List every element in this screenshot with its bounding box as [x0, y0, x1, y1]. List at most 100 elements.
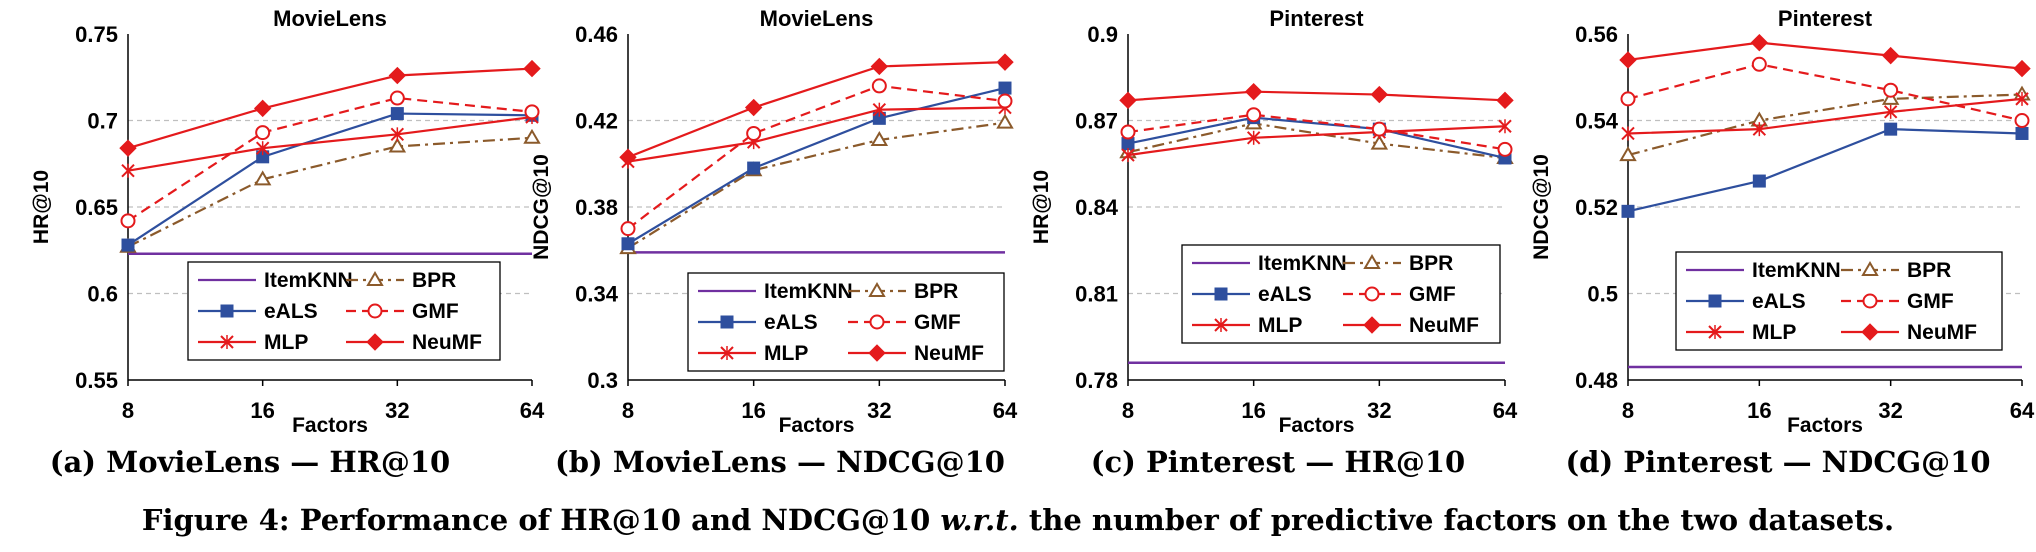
x-tick-label: 64	[993, 398, 1018, 423]
legend-marker-gmf	[869, 314, 885, 330]
data-point-mlp	[1752, 122, 1767, 137]
x-tick-label: 32	[1878, 398, 1902, 423]
figure-caption-suffix: the number of predictive factors on the …	[1019, 503, 1894, 537]
series-line-eals	[127, 112, 533, 246]
subcaption-2: (b) MovieLens — NDCG@10	[555, 445, 1005, 479]
data-point-neumf	[523, 59, 541, 78]
y-tick-label: 0.9	[1087, 22, 1118, 47]
y-tick-label: 0.48	[1575, 368, 1618, 393]
figure-caption-prefix: Figure 4: Performance of HR@10 and NDCG@…	[142, 503, 940, 537]
data-point-gmf	[1120, 124, 1136, 140]
x-tick-label: 32	[385, 398, 409, 423]
legend-marker-mlp	[1708, 325, 1722, 339]
y-tick-label: 0.87	[1075, 109, 1118, 134]
x-tick-label: 32	[867, 398, 891, 423]
series-eals	[1621, 122, 2029, 218]
series-line-mlp	[1127, 125, 1506, 157]
data-point-mlp	[1246, 130, 1261, 145]
data-point-neumf	[1119, 91, 1137, 110]
legend-label-bpr: BPR	[1907, 259, 1951, 282]
series-neumf	[1119, 82, 1514, 110]
series-neumf	[119, 59, 541, 157]
y-tick-label: 0.81	[1075, 282, 1118, 307]
chart-panels: 0.55 0.6 0.65 0.7 0.75 8 16 32 64 MovieLens Factor…	[30, 6, 2035, 437]
data-point-gmf	[120, 213, 136, 229]
x-axis-label: Factors	[292, 414, 368, 437]
data-point-mlp	[390, 127, 405, 142]
legend-label-neumf: NeuMF	[1409, 314, 1479, 337]
data-point-neumf	[1370, 85, 1389, 104]
data-point-gmf	[1883, 82, 1899, 98]
x-tick-label: 8	[1622, 398, 1634, 423]
legend-marker-mlp	[720, 346, 734, 360]
data-point-bpr	[1881, 89, 1900, 105]
legend-label-gmf: GMF	[914, 311, 961, 334]
data-point-gmf	[1371, 121, 1387, 137]
legend-label-gmf: GMF	[1409, 283, 1456, 306]
legend-marker-gmf	[1364, 286, 1380, 302]
legend-marker-gmf	[367, 303, 383, 319]
data-point-neumf	[1881, 46, 1900, 65]
data-point-bpr	[870, 130, 889, 146]
y-tick-label: 0.52	[1575, 195, 1618, 220]
legend-label-bpr: BPR	[412, 269, 456, 292]
y-axis-label: HR@10	[1030, 170, 1053, 244]
chart-title: Pinterest	[1778, 6, 1873, 31]
y-tick-label: 0.55	[75, 368, 118, 393]
series-line-eals	[1127, 116, 1506, 160]
legend-marker-neumf	[1861, 323, 1879, 341]
data-point-gmf	[620, 221, 636, 237]
series-gmf	[120, 90, 540, 229]
chart-panel-1: 0.55 0.6 0.65 0.7 0.75 8 16 32 64 MovieLens Factor…	[30, 6, 545, 437]
data-point-bpr	[1619, 146, 1637, 162]
x-tick-label: 16	[250, 398, 274, 423]
legend-label-neumf: NeuMF	[914, 342, 984, 365]
x-tick-label: 8	[122, 398, 134, 423]
data-point-eals	[2015, 126, 2029, 140]
series-gmf	[1620, 56, 2030, 128]
legend-label-eals: eALS	[764, 311, 818, 334]
legend-label-eals: eALS	[1752, 290, 1806, 313]
y-tick-label: 0.56	[1575, 22, 1618, 47]
data-point-eals	[1752, 174, 1766, 188]
data-point-mlp	[121, 163, 135, 178]
legend-marker-mlp	[220, 335, 234, 349]
x-tick-label: 16	[741, 398, 765, 423]
series-line-gmf	[1627, 63, 2023, 122]
y-tick-label: 0.54	[1575, 109, 1619, 134]
series-line-gmf	[127, 96, 533, 222]
x-tick-label: 8	[622, 398, 634, 423]
data-point-gmf	[1246, 107, 1262, 123]
series-line-neumf	[127, 67, 533, 150]
subcaptions: (a) MovieLens — HR@10 (b) MovieLens — NDC…	[50, 445, 1991, 479]
data-point-bpr	[523, 128, 541, 144]
x-tick-label: 64	[1493, 398, 1518, 423]
data-point-gmf	[389, 90, 405, 106]
y-tick-label: 0.3	[587, 368, 618, 393]
data-point-neumf	[2013, 59, 2031, 78]
data-point-bpr	[1370, 134, 1389, 150]
data-point-neumf	[744, 98, 763, 117]
data-point-gmf	[997, 93, 1013, 109]
legend-label-itemknn: ItemKNN	[1258, 252, 1347, 275]
data-point-gmf	[2014, 113, 2030, 128]
x-tick-label: 16	[1241, 398, 1265, 423]
y-tick-label: 0.46	[575, 22, 618, 47]
y-tick-label: 0.78	[1075, 368, 1118, 393]
data-point-gmf	[255, 125, 271, 141]
data-point-mlp	[1121, 148, 1135, 163]
legend-marker-bpr	[366, 271, 384, 286]
legend-marker-bpr	[868, 282, 886, 297]
series-eals	[121, 107, 539, 252]
legend-marker-gmf	[1862, 293, 1878, 309]
legend-label-bpr: BPR	[1409, 252, 1453, 275]
y-tick-label: 0.42	[575, 109, 618, 134]
legend-label-eals: eALS	[264, 300, 318, 323]
x-axis-label: Factors	[779, 414, 855, 437]
series-line-gmf	[627, 84, 1006, 230]
legend-label-neumf: NeuMF	[412, 331, 482, 354]
series-line-mlp	[1627, 97, 2023, 135]
data-point-bpr	[996, 113, 1014, 129]
data-point-mlp	[2015, 91, 2029, 106]
